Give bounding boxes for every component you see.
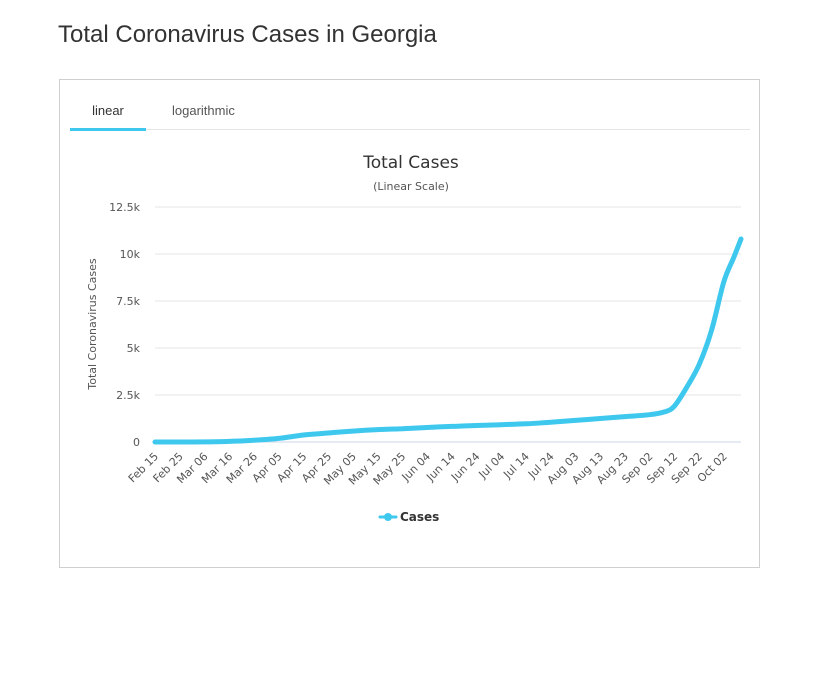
active-tab-indicator xyxy=(70,128,146,131)
series-layer xyxy=(152,236,744,445)
legend[interactable]: Cases xyxy=(378,510,439,524)
y-tick-label: 7.5k xyxy=(116,295,140,308)
y-tick-label: 5k xyxy=(127,342,141,355)
chart-svg: Total Cases (Linear Scale) Total Coronav… xyxy=(86,153,744,524)
page-title: Total Coronavirus Cases in Georgia xyxy=(58,21,437,48)
y-tick-label: 12.5k xyxy=(109,201,140,214)
x-tick-label: Jul 14 xyxy=(500,450,532,482)
y-tick-label: 0 xyxy=(133,436,140,449)
chart-card: linear logarithmic Total Cases (Linear S… xyxy=(59,79,760,568)
x-tick-label: Jul 04 xyxy=(476,450,508,482)
series-line-cases xyxy=(152,236,744,445)
grid-lines xyxy=(155,206,741,443)
y-axis-title: Total Coronavirus Cases xyxy=(86,258,99,391)
scale-tabs: linear logarithmic xyxy=(70,80,750,131)
legend-marker-icon xyxy=(384,513,392,521)
y-axis-ticks: 0 2.5k 5k 7.5k 10k 12.5k xyxy=(109,201,140,449)
y-tick-label: 10k xyxy=(120,248,141,261)
legend-label-cases[interactable]: Cases xyxy=(400,510,439,524)
tab-logarithmic[interactable]: logarithmic xyxy=(172,103,235,118)
y-tick-label: 2.5k xyxy=(116,389,140,402)
chart-title: Total Cases xyxy=(362,153,459,173)
tab-linear[interactable]: linear xyxy=(92,103,124,118)
chart-subtitle: (Linear Scale) xyxy=(373,180,449,193)
